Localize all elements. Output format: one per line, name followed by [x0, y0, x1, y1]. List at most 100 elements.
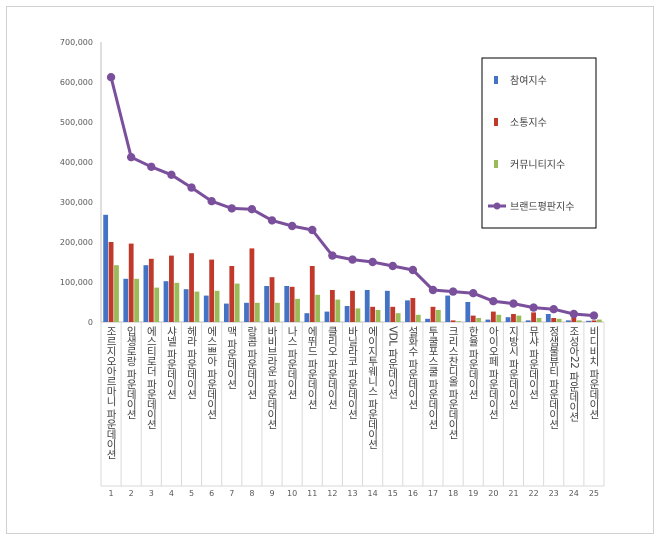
bar: [516, 315, 522, 322]
category-label: 아이오페 파운데이션: [487, 326, 499, 419]
y-tick-label: 400,000: [60, 158, 93, 167]
line-point: [489, 297, 498, 306]
bar: [289, 286, 295, 322]
bar: [254, 302, 260, 322]
category-label: 에스쁘아 파운데이션: [206, 326, 218, 419]
bar: [445, 295, 451, 322]
rank-label: 18: [448, 489, 458, 498]
line-point: [126, 153, 136, 162]
line-point: [207, 197, 216, 206]
rank-label: 17: [428, 489, 438, 498]
y-tick-label: 100,000: [60, 278, 93, 287]
bar: [531, 312, 536, 322]
category-label: 바비브라운 파운데이션: [266, 326, 278, 429]
bar: [234, 283, 240, 322]
legend-label: 참여지수: [510, 75, 547, 87]
bar: [128, 243, 134, 322]
bar: [114, 265, 119, 322]
bar: [344, 306, 350, 322]
legend-swatch: [494, 118, 498, 126]
bar: [496, 314, 502, 322]
rank-label: 6: [209, 489, 214, 498]
y-tick-label: 500,000: [60, 118, 93, 127]
bar: [163, 281, 169, 322]
bar: [505, 317, 511, 322]
rank-label: 7: [229, 489, 234, 498]
bar: [485, 319, 491, 322]
line-point: [167, 170, 176, 179]
line-point: [448, 287, 458, 296]
line-point: [408, 265, 418, 275]
line-point: [388, 261, 397, 271]
rank-label: 19: [468, 489, 478, 498]
bar: [295, 298, 300, 322]
bar: [476, 318, 482, 322]
bar: [545, 314, 551, 322]
bar: [183, 289, 189, 322]
rank-label: 2: [129, 489, 134, 498]
bar: [315, 294, 321, 322]
legend-label: 커뮤니티지수: [510, 159, 565, 171]
bar: [203, 295, 209, 322]
bar: [329, 290, 335, 322]
bar: [169, 255, 174, 322]
rank-label: 3: [149, 489, 154, 498]
line-point: [106, 73, 116, 82]
rank-label: 15: [388, 489, 398, 498]
rank-label: 1: [109, 489, 114, 498]
bar: [384, 290, 390, 322]
line-point: [147, 162, 156, 171]
bar: [370, 306, 376, 322]
bar: [375, 310, 381, 322]
bar: [435, 310, 441, 322]
y-tick-label: 300,000: [60, 198, 93, 207]
bar: [415, 314, 421, 322]
category-label: 에뛰드 파운데이션: [306, 326, 318, 409]
category-label: VDL 파운데이션: [387, 326, 399, 399]
bar: [405, 300, 410, 322]
rank-label: 24: [569, 489, 579, 498]
legend-marker: [493, 202, 501, 210]
bar: [324, 311, 330, 322]
bar: [566, 320, 571, 322]
bar: [576, 320, 582, 322]
category-label: 바닐라코 파운데이션: [347, 326, 359, 419]
bar: [355, 308, 361, 322]
category-label: 정샘물뷰티 파운데이션: [548, 326, 560, 429]
category-label: 에이지투웨니스 파운데이션: [367, 326, 379, 449]
rank-label: 16: [408, 489, 418, 498]
bar: [148, 258, 154, 322]
bar: [264, 286, 270, 322]
rank-label: 13: [347, 489, 357, 498]
rank-label: 5: [189, 489, 194, 498]
rank-label: 10: [287, 489, 297, 498]
bar: [194, 291, 200, 322]
bars-layer: [103, 214, 602, 322]
line-point: [368, 257, 377, 267]
line-point: [469, 289, 478, 298]
legend-swatch: [494, 160, 498, 168]
bar: [229, 266, 235, 322]
bar: [123, 278, 129, 322]
bar: [536, 318, 542, 322]
bar: [586, 320, 591, 322]
rank-label: 22: [528, 489, 538, 498]
bar: [525, 320, 531, 322]
bar: [214, 290, 220, 322]
bar: [591, 320, 597, 322]
bar: [174, 282, 180, 322]
category-label: 설화수 파운데이션: [407, 326, 419, 409]
line-point: [509, 299, 518, 308]
bar: [596, 319, 602, 322]
bar: [134, 278, 139, 322]
bar: [189, 253, 194, 322]
line-point: [328, 251, 337, 260]
bar: [244, 302, 249, 322]
line-point: [428, 285, 438, 295]
y-tick-label: 700,000: [60, 38, 93, 47]
bar: [108, 242, 114, 322]
line-point: [589, 311, 599, 320]
bar: [154, 287, 160, 322]
